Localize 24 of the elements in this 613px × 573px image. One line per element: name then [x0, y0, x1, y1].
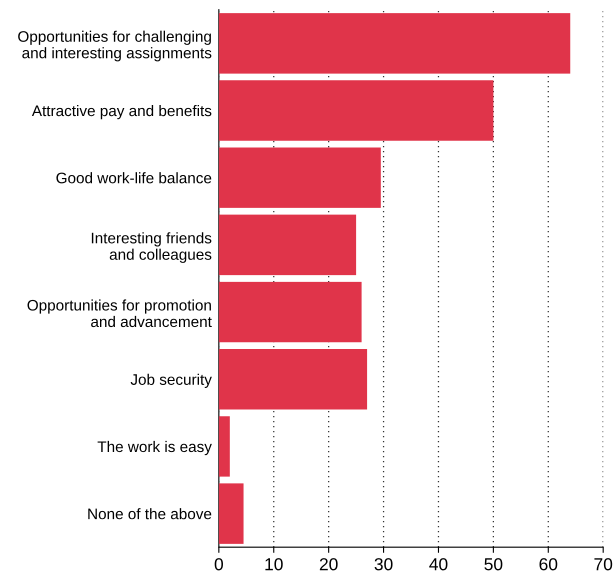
- y-tick-label: Good work-life balance: [56, 172, 212, 184]
- x-tick-label: 40: [429, 558, 448, 570]
- bar: [218, 282, 362, 342]
- bar: [218, 416, 230, 477]
- bar: [218, 214, 356, 276]
- y-tick-label: Opportunities for promotion and advancement: [28, 299, 212, 328]
- x-tick-label: 20: [320, 558, 338, 570]
- y-tick-label: Opportunities for challenging and interesting assignments: [18, 30, 212, 62]
- x-tick-label: 50: [484, 558, 502, 570]
- x-tick-label: 60: [540, 558, 558, 570]
- x-tick-label: 10: [265, 558, 283, 570]
- x-tick-label: 30: [374, 558, 393, 570]
- y-tick-label: Job security: [130, 374, 212, 388]
- bar: [218, 483, 244, 544]
- y-tick-label: Attractive pay and benefits: [32, 104, 212, 120]
- y-tick-label: The work is easy: [98, 440, 212, 456]
- bar: [218, 147, 381, 208]
- y-tick-label: None of the above: [88, 508, 212, 520]
- bar: [218, 349, 368, 410]
- x-tick-label: 0: [214, 558, 223, 570]
- bar: [218, 80, 494, 141]
- bar: [218, 13, 570, 74]
- x-tick-label: 70: [594, 558, 612, 570]
- y-tick-label: Interesting friends and colleagues: [92, 232, 212, 263]
